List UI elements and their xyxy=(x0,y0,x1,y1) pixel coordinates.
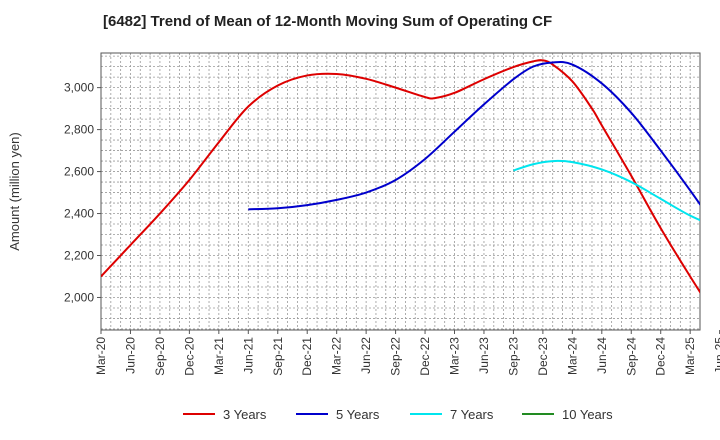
x-tick-label: Mar-24 xyxy=(565,337,579,375)
legend-label-5-years: 5 Years xyxy=(336,407,380,422)
x-tick-label: Sep-20 xyxy=(153,337,167,376)
y-tick-label: 2,400 xyxy=(64,207,94,221)
x-tick-label: Mar-22 xyxy=(330,337,344,375)
x-tick-label: Jun-24 xyxy=(595,337,609,374)
x-tick-label: Mar-20 xyxy=(94,337,108,375)
plot-area xyxy=(101,53,700,330)
y-tick-label: 2,200 xyxy=(64,249,94,263)
series-line-3-years xyxy=(101,59,700,294)
y-tick-label: 2,800 xyxy=(64,123,94,137)
x-tick-label: Mar-21 xyxy=(212,337,226,375)
grid-layer xyxy=(101,53,700,330)
x-tick-label: Mar-23 xyxy=(448,337,462,375)
x-tick-label: Dec-20 xyxy=(182,337,196,376)
legend-label-7-years: 7 Years xyxy=(450,407,494,422)
x-tick-label: Dec-23 xyxy=(536,337,550,376)
x-tick-label: Dec-22 xyxy=(418,337,432,376)
x-tick-label: Jun-22 xyxy=(359,337,373,374)
x-tick-label: Dec-21 xyxy=(300,337,314,376)
x-tick-label: Sep-24 xyxy=(624,337,638,376)
legend-label-10-years: 10 Years xyxy=(562,407,613,422)
x-tick-label: Dec-24 xyxy=(654,337,668,376)
y-tick-label: 2,600 xyxy=(64,165,94,179)
series-layer xyxy=(101,59,700,294)
y-tick-label: 2,000 xyxy=(64,290,94,304)
x-tick-label: Sep-21 xyxy=(271,337,285,376)
x-tick-label: Jun-21 xyxy=(241,337,255,374)
x-tick-label: Jun-23 xyxy=(477,337,491,374)
series-line-7-years xyxy=(513,159,700,222)
x-tick-label: Sep-23 xyxy=(506,337,520,376)
axis-layer: 2,000 2,200 2,400 2,600 2,800 3,000 Mar-20 Jun-… xyxy=(7,52,720,376)
x-tick-label: Jun-20 xyxy=(123,337,137,374)
y-axis-title: Amount (million yen) xyxy=(7,132,22,251)
legend: 3 Years 5 Years 7 Years 10 Years xyxy=(183,407,613,422)
y-tick-label: 3,000 xyxy=(64,81,94,95)
plot-frame xyxy=(100,52,701,331)
legend-label-3-years: 3 Years xyxy=(223,407,267,422)
chart-title: [6482] Trend of Mean of 12-Month Moving … xyxy=(103,13,553,30)
x-tick-label: Jun-25 xyxy=(713,337,720,374)
x-tick-label: Mar-25 xyxy=(683,337,697,375)
x-tick-label: Sep-22 xyxy=(389,337,403,376)
series-line-5-years xyxy=(248,61,700,211)
